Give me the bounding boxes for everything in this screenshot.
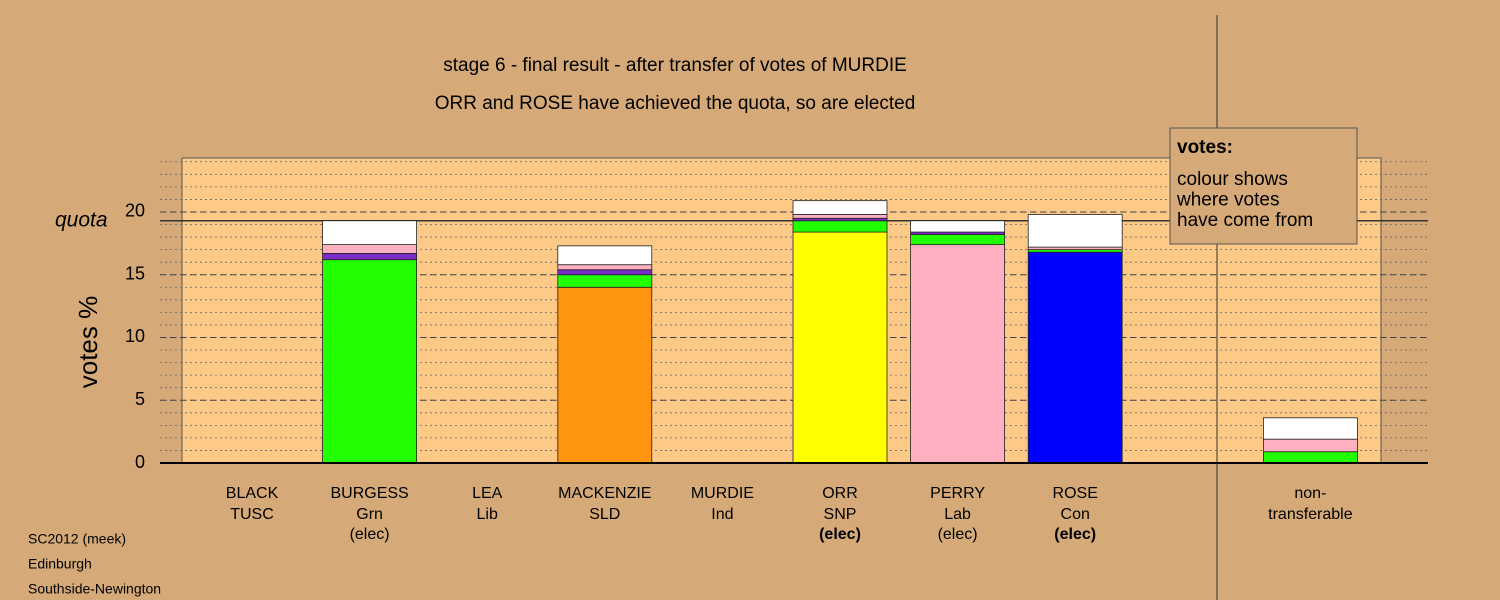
- bar-segment: [322, 252, 418, 261]
- legend-title: votes:: [1177, 137, 1233, 158]
- bar-segment: [910, 220, 1005, 233]
- x-tick-label: MACKENZIE: [558, 485, 651, 502]
- y-tick-label: 10: [125, 326, 145, 346]
- bar-segment: [557, 269, 653, 276]
- bar-segment: [557, 264, 653, 271]
- bar-segment: [1263, 417, 1358, 440]
- x-tick-sublabel: Con: [1061, 506, 1090, 523]
- x-tick-label: BLACK: [226, 485, 279, 502]
- bar-segment: [1263, 438, 1358, 453]
- bar-segment: [1263, 451, 1358, 464]
- status-label: (elec): [1054, 526, 1096, 543]
- x-tick-sublabel: SNP: [824, 506, 857, 523]
- bar-segment: [322, 259, 418, 464]
- legend-text: colour shows: [1177, 169, 1288, 190]
- x-tick-sublabel: Grn: [356, 506, 383, 523]
- x-tick-label: non-: [1294, 485, 1326, 502]
- x-tick-sublabel: TUSC: [230, 506, 274, 523]
- x-tick-label: MURDIE: [691, 485, 754, 502]
- status-label: (elec): [938, 526, 978, 543]
- bar-segment: [1027, 214, 1123, 248]
- bar-segment: [792, 220, 888, 233]
- footer-text: Southside-Newington: [28, 581, 161, 597]
- bar-segment: [322, 244, 418, 254]
- y-axis-label: votes %: [73, 296, 103, 389]
- bar-segment: [792, 200, 888, 215]
- x-tick-sublabel: SLD: [589, 506, 620, 523]
- legend-text: have come from: [1177, 210, 1313, 231]
- y-tick-label: 5: [135, 389, 145, 409]
- bar-segment: [910, 244, 1005, 464]
- status-label: (elec): [819, 526, 861, 543]
- bar-segment: [910, 234, 1005, 246]
- bar-segment: [792, 231, 888, 464]
- bar-segment: [322, 220, 418, 246]
- legend-box: [1169, 127, 1358, 245]
- x-tick-label: LEA: [472, 485, 503, 502]
- quota-label: quota: [55, 208, 108, 231]
- x-tick-label: PERRY: [930, 485, 985, 502]
- y-tick-label: 0: [135, 452, 145, 472]
- legend-text: where votes: [1176, 190, 1279, 211]
- bar-segment: [1027, 251, 1123, 464]
- bar-segment: [792, 214, 888, 219]
- chart-title: stage 6 - final result - after transfer …: [443, 55, 907, 76]
- x-tick-label: ROSE: [1053, 485, 1098, 502]
- footer-text: SC2012 (meek): [28, 531, 126, 547]
- bar-segment: [557, 245, 653, 266]
- x-tick-sublabel: Lib: [477, 506, 498, 523]
- x-tick-label: ORR: [822, 485, 858, 502]
- y-tick-label: 20: [125, 201, 145, 221]
- bar-segment: [557, 286, 653, 464]
- x-tick-sublabel: Ind: [711, 506, 733, 523]
- x-tick-label: BURGESS: [330, 485, 408, 502]
- chart-subtitle: ORR and ROSE have achieved the quota, so…: [435, 93, 916, 114]
- footer-text: Edinburgh: [28, 556, 92, 572]
- x-tick-sublabel: transferable: [1268, 506, 1353, 523]
- y-tick-label: 15: [125, 263, 145, 283]
- x-tick-sublabel: Lab: [944, 506, 971, 523]
- status-label: (elec): [350, 526, 390, 543]
- bar-segment: [557, 274, 653, 288]
